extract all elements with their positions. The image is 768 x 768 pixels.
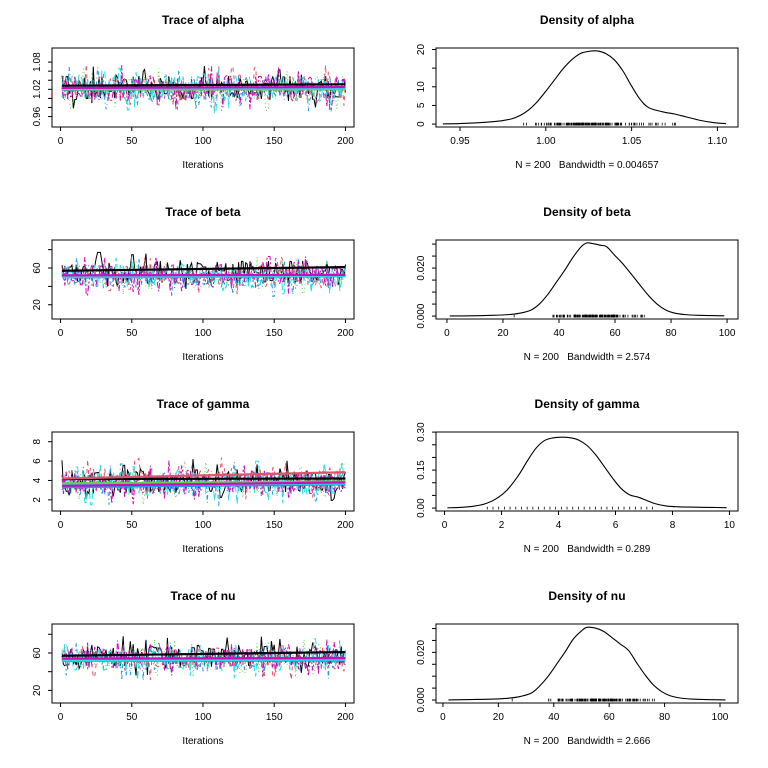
density-caption: N = 200 Bandwidth = 2.666 [523, 736, 651, 747]
svg-text:0: 0 [444, 328, 450, 339]
svg-text:80: 80 [665, 328, 677, 339]
svg-text:100: 100 [719, 328, 736, 339]
svg-text:20: 20 [32, 299, 43, 311]
svg-text:60: 60 [604, 712, 616, 723]
svg-text:200: 200 [337, 328, 354, 339]
svg-text:0.95: 0.95 [450, 136, 470, 147]
svg-text:0.96: 0.96 [32, 106, 43, 126]
svg-text:4: 4 [32, 477, 43, 483]
svg-text:10: 10 [416, 81, 427, 93]
svg-text:50: 50 [126, 328, 138, 339]
svg-text:100: 100 [195, 136, 212, 147]
svg-text:10: 10 [724, 520, 736, 531]
trace-gamma-plot: 0 50 100 150 200 2 4 6 8 [32, 431, 355, 531]
trace-beta-plot: 0 50 100 150 200 20 60 [32, 239, 355, 339]
density-caption: N = 200 Bandwidth = 2.574 [523, 352, 651, 363]
svg-text:0.020: 0.020 [416, 255, 427, 280]
svg-text:80: 80 [659, 712, 671, 723]
svg-text:1.08: 1.08 [32, 52, 43, 72]
panel-trace-alpha: 0 50 100 150 200 0.96 1.02 1.08 Trace of alpha … [0, 0, 384, 192]
svg-text:1.02: 1.02 [32, 79, 43, 99]
svg-text:6: 6 [613, 520, 619, 531]
svg-text:0: 0 [416, 121, 427, 127]
svg-text:0.30: 0.30 [416, 422, 427, 442]
svg-text:200: 200 [337, 520, 354, 531]
svg-text:200: 200 [337, 712, 354, 723]
svg-text:60: 60 [609, 328, 621, 339]
svg-text:0.000: 0.000 [416, 303, 427, 328]
panel-density-nu: 0 20 40 60 80 100 0.000 0.020 Density of nu N =… [384, 576, 768, 768]
svg-text:5: 5 [416, 102, 427, 108]
svg-text:20: 20 [497, 328, 509, 339]
svg-text:8: 8 [670, 520, 676, 531]
plot-title: Trace of beta [165, 205, 241, 219]
svg-text:100: 100 [195, 520, 212, 531]
density-alpha-plot: 0.95 1.00 1.05 1.10 0 5 10 20 [416, 44, 739, 147]
panel-density-alpha: 0.95 1.00 1.05 1.10 0 5 10 20 Density of alpha … [384, 0, 768, 192]
density-caption: N = 200 Bandwidth = 0.004657 [515, 160, 659, 171]
svg-text:150: 150 [266, 328, 283, 339]
svg-text:1.00: 1.00 [536, 136, 556, 147]
svg-text:40: 40 [548, 712, 560, 723]
panel-trace-beta: 0 50 100 150 200 20 60 Trace of beta Iteration… [0, 192, 384, 384]
panel-trace-gamma: 0 50 100 150 200 2 4 6 8 Trace of gamma Iteratio… [0, 384, 384, 576]
panel-trace-nu: 0 50 100 150 200 20 60 Trace of nu Iterations [0, 576, 384, 768]
svg-text:50: 50 [126, 136, 138, 147]
svg-text:8: 8 [32, 438, 43, 444]
trace-alpha-plot: 0 50 100 150 200 0.96 1.02 1.08 [32, 47, 355, 147]
plot-title: Density of alpha [539, 13, 635, 27]
density-gamma-plot: 0 2 4 6 8 10 0.00 0.15 0.30 [416, 422, 739, 531]
plot-title: Density of nu [548, 589, 626, 603]
density-beta-plot: 0 20 40 60 80 100 0.000 0.020 [416, 239, 739, 339]
svg-text:0.15: 0.15 [416, 460, 427, 480]
svg-text:20: 20 [493, 712, 505, 723]
panel-density-beta: 0 20 40 60 80 100 0.000 0.020 Density of beta N… [384, 192, 768, 384]
svg-text:20: 20 [32, 684, 43, 696]
trace-nu-plot: 0 50 100 150 200 20 60 [32, 623, 355, 723]
svg-text:50: 50 [126, 712, 138, 723]
plot-title: Density of gamma [534, 397, 640, 411]
svg-text:0: 0 [440, 712, 446, 723]
svg-text:1.10: 1.10 [708, 136, 728, 147]
svg-text:0.020: 0.020 [416, 639, 427, 664]
svg-text:150: 150 [266, 712, 283, 723]
svg-text:150: 150 [266, 520, 283, 531]
plot-title: Trace of alpha [161, 13, 245, 27]
svg-text:6: 6 [32, 458, 43, 464]
plot-title: Trace of gamma [156, 397, 250, 411]
svg-text:100: 100 [712, 712, 729, 723]
svg-text:0: 0 [58, 136, 64, 147]
svg-text:60: 60 [32, 262, 43, 274]
svg-text:0: 0 [58, 712, 64, 723]
svg-text:200: 200 [337, 136, 354, 147]
x-axis-label: Iterations [182, 352, 224, 363]
svg-text:40: 40 [553, 328, 565, 339]
svg-text:50: 50 [126, 520, 138, 531]
svg-text:0.000: 0.000 [416, 687, 427, 712]
plot-title: Density of beta [543, 205, 631, 219]
svg-text:100: 100 [195, 712, 212, 723]
svg-text:4: 4 [556, 520, 562, 531]
plot-title: Trace of nu [170, 589, 236, 603]
svg-text:0: 0 [442, 520, 448, 531]
density-nu-plot: 0 20 40 60 80 100 0.000 0.020 [416, 623, 739, 723]
svg-text:2: 2 [499, 520, 505, 531]
x-axis-label: Iterations [182, 736, 224, 747]
svg-text:2: 2 [32, 497, 43, 503]
svg-text:100: 100 [195, 328, 212, 339]
svg-text:1.05: 1.05 [622, 136, 642, 147]
svg-text:20: 20 [416, 44, 427, 56]
x-axis-label: Iterations [182, 544, 224, 555]
density-caption: N = 200 Bandwidth = 0.289 [523, 544, 651, 555]
panel-density-gamma: 0 2 4 6 8 10 0.00 0.15 0.30 Density of gamma N =… [384, 384, 768, 576]
svg-text:0.00: 0.00 [416, 498, 427, 518]
svg-text:0: 0 [58, 328, 64, 339]
svg-text:150: 150 [266, 136, 283, 147]
svg-text:0: 0 [58, 520, 64, 531]
x-axis-label: Iterations [182, 160, 224, 171]
svg-text:60: 60 [32, 647, 43, 659]
